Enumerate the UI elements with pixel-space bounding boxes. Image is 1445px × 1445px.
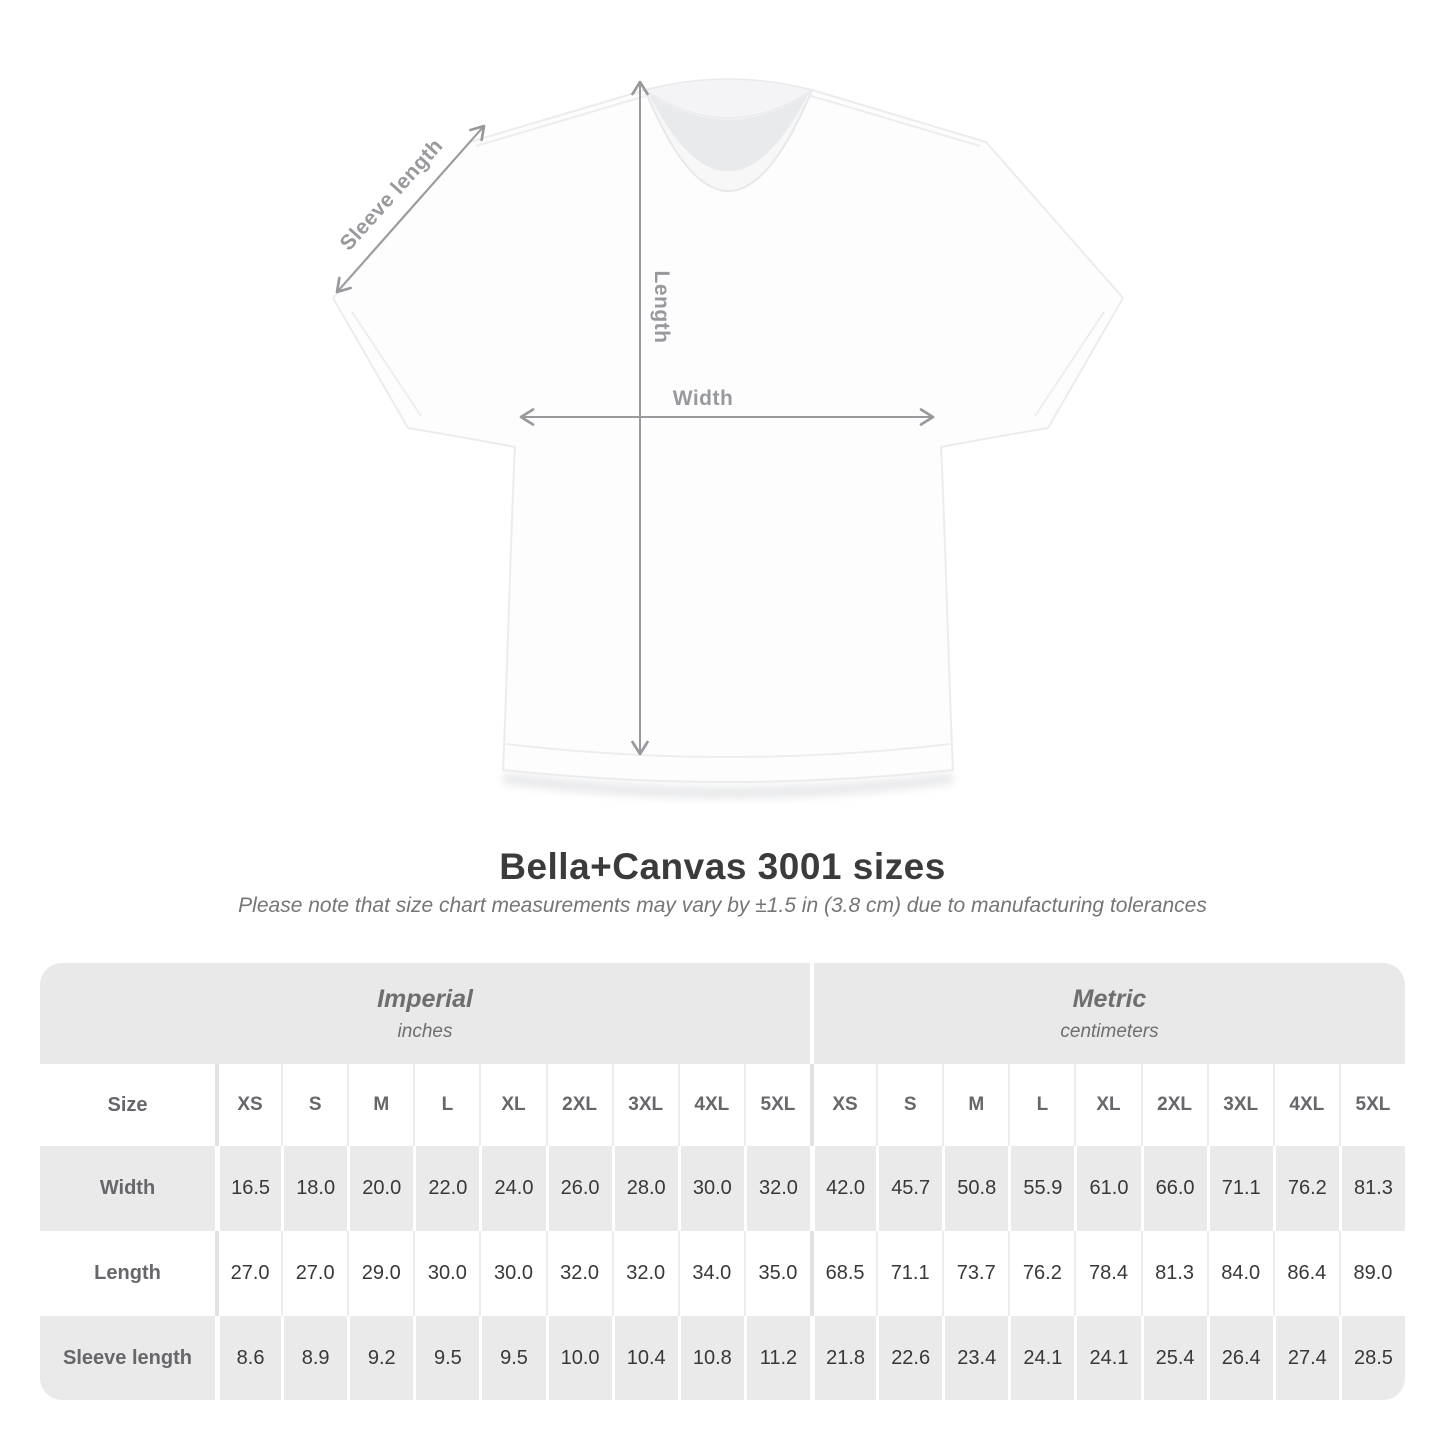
- imperial-header-title: Imperial: [377, 984, 473, 1013]
- value-cell: 73.7: [942, 1231, 1009, 1316]
- value-cell: 76.2: [1272, 1146, 1339, 1231]
- size-column-header: Size: [40, 1064, 215, 1146]
- size-header-cell: 4XL: [1272, 1064, 1339, 1146]
- size-header-cell: 2XL: [1140, 1064, 1207, 1146]
- value-cell: 84.0: [1206, 1231, 1273, 1316]
- size-header-cell: L: [413, 1064, 480, 1146]
- value-cell: 68.5: [810, 1231, 877, 1316]
- value-cell: 24.1: [1008, 1316, 1075, 1400]
- value-cell: 25.4: [1140, 1316, 1207, 1400]
- size-header-cell: XL: [479, 1064, 546, 1146]
- value-cell: 27.4: [1272, 1316, 1339, 1400]
- value-cell: 11.2: [743, 1316, 810, 1400]
- metric-header: Metric centimeters: [810, 963, 1405, 1064]
- size-header-cell: 2XL: [545, 1064, 612, 1146]
- shirt-neck-opening: [648, 93, 809, 172]
- metric-header-title: Metric: [1072, 984, 1147, 1013]
- size-header-cell: L: [1008, 1064, 1075, 1146]
- value-cell: 30.0: [479, 1231, 546, 1316]
- value-cell: 81.3: [1140, 1231, 1207, 1316]
- imperial-header: Imperial inches: [40, 963, 810, 1064]
- size-header-cell: XS: [215, 1064, 282, 1146]
- size-header-cell: 3XL: [1206, 1064, 1273, 1146]
- value-cell: 86.4: [1272, 1231, 1339, 1316]
- size-header-cell: XS: [810, 1064, 877, 1146]
- size-header-cell: S: [876, 1064, 943, 1146]
- value-cell: 78.4: [1074, 1231, 1141, 1316]
- value-cell: 28.0: [611, 1146, 678, 1231]
- value-cell: 29.0: [347, 1231, 414, 1316]
- value-cell: 89.0: [1338, 1231, 1405, 1316]
- imperial-header-unit: inches: [397, 1020, 453, 1042]
- value-cell: 21.8: [810, 1316, 877, 1400]
- shirt-body: [332, 79, 1124, 783]
- size-header-cell: 5XL: [743, 1064, 810, 1146]
- size-header-cell: XL: [1074, 1064, 1141, 1146]
- tshirt-illustration: [332, 78, 1124, 799]
- row-label: Sleeve length: [40, 1316, 215, 1400]
- value-cell: 71.1: [876, 1231, 943, 1316]
- value-cell: 28.5: [1338, 1316, 1405, 1400]
- value-cell: 10.0: [545, 1316, 612, 1400]
- value-cell: 34.0: [677, 1231, 744, 1316]
- value-cell: 42.0: [810, 1146, 877, 1231]
- value-cell: 9.5: [479, 1316, 546, 1400]
- size-header-cell: 4XL: [677, 1064, 744, 1146]
- value-cell: 32.0: [611, 1231, 678, 1316]
- value-cell: 30.0: [413, 1231, 480, 1316]
- value-cell: 35.0: [743, 1231, 810, 1316]
- value-cell: 20.0: [347, 1146, 414, 1231]
- value-cell: 24.1: [1074, 1316, 1141, 1400]
- value-cell: 66.0: [1140, 1146, 1207, 1231]
- value-cell: 23.4: [942, 1316, 1009, 1400]
- value-cell: 81.3: [1338, 1146, 1405, 1231]
- value-cell: 27.0: [215, 1231, 282, 1316]
- value-cell: 8.6: [215, 1316, 282, 1400]
- size-header-cell: M: [942, 1064, 1009, 1146]
- row-label: Length: [40, 1231, 215, 1316]
- length-label: Length: [650, 270, 673, 344]
- value-cell: 32.0: [743, 1146, 810, 1231]
- value-cell: 27.0: [281, 1231, 348, 1316]
- value-cell: 30.0: [677, 1146, 744, 1231]
- value-cell: 45.7: [876, 1146, 943, 1231]
- value-cell: 32.0: [545, 1231, 612, 1316]
- value-cell: 22.0: [413, 1146, 480, 1231]
- page-title: Bella+Canvas 3001 sizes: [499, 846, 946, 887]
- shirt-seams: [351, 94, 1105, 758]
- value-cell: 55.9: [1008, 1146, 1075, 1231]
- value-cell: 50.8: [942, 1146, 1009, 1231]
- value-cell: 18.0: [281, 1146, 348, 1231]
- value-cell: 10.4: [611, 1316, 678, 1400]
- value-cell: 61.0: [1074, 1146, 1141, 1231]
- size-header-cell: S: [281, 1064, 348, 1146]
- value-cell: 8.9: [281, 1316, 348, 1400]
- value-cell: 9.2: [347, 1316, 414, 1400]
- shirt-back-collar: [643, 78, 814, 119]
- metric-header-unit: centimeters: [1060, 1020, 1159, 1042]
- sleeve-length-arrow: [335, 124, 486, 294]
- size-header-cell: M: [347, 1064, 414, 1146]
- value-cell: 71.1: [1206, 1146, 1273, 1231]
- value-cell: 9.5: [413, 1316, 480, 1400]
- value-cell: 24.0: [479, 1146, 546, 1231]
- value-cell: 76.2: [1008, 1231, 1075, 1316]
- value-cell: 10.8: [677, 1316, 744, 1400]
- size-header-cell: 3XL: [611, 1064, 678, 1146]
- tolerance-note: Please note that size chart measurements…: [238, 894, 1207, 917]
- size-table: Imperial inches Metric centimeters Size …: [40, 963, 1405, 1400]
- value-cell: 26.0: [545, 1146, 612, 1231]
- size-header-cell: 5XL: [1338, 1064, 1405, 1146]
- value-cell: 26.4: [1206, 1316, 1273, 1400]
- shirt-ground-shadow: [503, 772, 953, 799]
- width-label: Width: [672, 387, 734, 410]
- value-cell: 22.6: [876, 1316, 943, 1400]
- tshirt-measurement-diagram: Sleeve length Length Width: [332, 78, 1124, 799]
- row-label: Width: [40, 1146, 215, 1231]
- value-cell: 16.5: [215, 1146, 282, 1231]
